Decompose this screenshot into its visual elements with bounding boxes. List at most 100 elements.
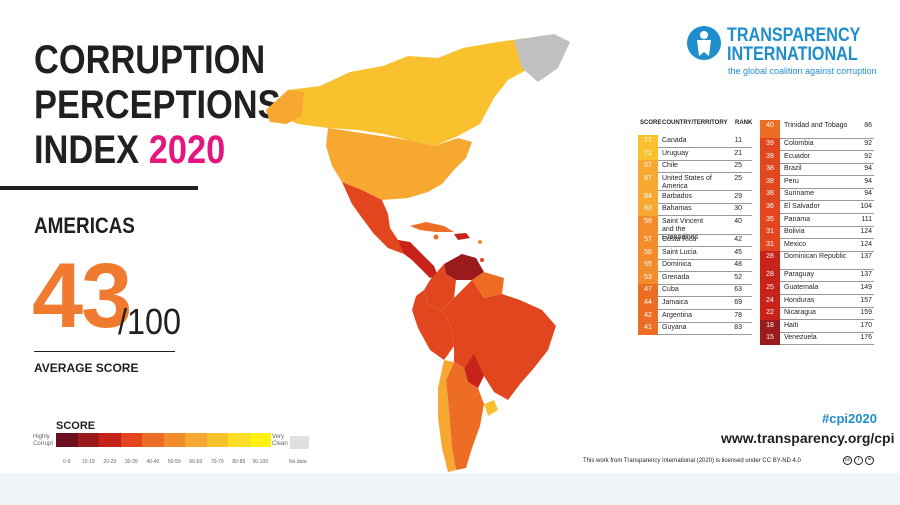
table-row: 64 Barbados 29 <box>638 190 752 204</box>
row-divider <box>658 190 752 191</box>
row-divider <box>780 200 874 201</box>
legend-ticks: 0-9 10-19 20-29 30-39 40-49 50-59 60-69 70-79 80… <box>56 459 271 465</box>
legend-swatch <box>228 433 250 447</box>
map-greenland <box>514 34 570 82</box>
legend-tick-label: 60-69 <box>189 459 203 465</box>
score-cell: 59 <box>638 216 658 234</box>
map-canada <box>266 38 543 146</box>
country-cell: Dominican Republic <box>784 253 847 261</box>
table-row: 63 Bahamas 30 <box>638 203 752 216</box>
score-cell: 42 <box>638 309 658 323</box>
score-cell: 22 <box>760 307 780 320</box>
row-divider <box>658 296 752 297</box>
country-cell: Saint Lucia <box>662 248 697 256</box>
table-row: 39 Ecuador 92 <box>760 150 874 164</box>
country-cell: Colombia <box>784 140 814 147</box>
table-row: 71 Uruguay 21 <box>638 147 752 161</box>
country-cell: Canada <box>662 137 687 144</box>
score-cell: 28 <box>760 251 780 270</box>
table-row: 18 Haiti 170 <box>760 319 874 333</box>
score-cell: 28 <box>760 269 780 282</box>
rank-cell: 94 <box>864 190 872 198</box>
legend-swatch <box>185 433 207 447</box>
country-cell: Nicaragua <box>784 309 816 317</box>
rank-cell: 94 <box>864 177 872 185</box>
title-year: 2020 <box>148 128 226 172</box>
score-cell: 36 <box>760 201 780 214</box>
rank-cell: 29 <box>734 192 742 200</box>
table-header-score: SCORE <box>640 120 662 126</box>
score-cell: 25 <box>760 282 780 295</box>
score-cell: 44 <box>638 297 658 310</box>
legend-tick-label: 40-49 <box>146 459 160 465</box>
score-cell: 38 <box>760 163 780 176</box>
title-index: INDEX <box>34 128 149 172</box>
row-divider <box>658 283 752 285</box>
score-cell: 39 <box>760 150 780 164</box>
legend-color-bar <box>56 433 271 447</box>
country-cell: Barbados <box>662 192 692 200</box>
map-venezuela <box>444 254 484 280</box>
legend-tick-label: 0-9 <box>63 459 71 465</box>
score-cell: 47 <box>638 284 658 297</box>
score-cell: 55 <box>638 259 658 272</box>
table-row: 57 Costa Rica 42 <box>638 234 752 247</box>
country-cell: Argentina <box>662 311 692 319</box>
country-cell: Trinidad and Tobago <box>784 122 848 129</box>
country-cell: Grenada <box>662 273 690 281</box>
row-divider <box>780 268 874 270</box>
rank-cell: 21 <box>734 149 742 157</box>
legend-swatch <box>56 433 78 447</box>
legend-no-data-swatch <box>290 436 309 449</box>
table-row: 38 Brazil 94 <box>760 163 874 176</box>
brand-line-2: INTERNATIONAL <box>727 44 858 65</box>
row-divider <box>780 238 874 239</box>
brand-tagline: the global coalition against corruption <box>728 66 877 76</box>
table-row: 55 Dominica 48 <box>638 259 752 272</box>
table-row: 35 Panama 111 <box>760 213 874 227</box>
row-divider <box>780 344 874 345</box>
map-lesser-antilles <box>478 240 482 244</box>
map-bolivia <box>450 324 474 368</box>
rank-cell: 83 <box>734 324 742 332</box>
country-cell: Venezuela <box>784 334 817 342</box>
table-row: 22 Nicaragua 159 <box>760 307 874 320</box>
score-cell: 77 <box>638 135 658 148</box>
score-cell: 53 <box>638 271 658 285</box>
country-cell: Uruguay <box>662 149 689 157</box>
score-cell: 71 <box>638 147 658 161</box>
rank-cell: 11 <box>734 137 742 144</box>
map-brazil <box>442 280 556 400</box>
score-cell: 38 <box>760 175 780 189</box>
rank-cell: 104 <box>860 203 872 210</box>
legend-tick-label: 80-89 <box>232 459 246 465</box>
rank-cell: 94 <box>864 165 872 173</box>
row-divider <box>780 137 874 138</box>
rank-cell: 45 <box>734 248 742 256</box>
cc-icon: cc <box>843 456 852 465</box>
legend-swatch <box>163 433 185 447</box>
brand-line-1: TRANSPARENCY <box>727 25 861 46</box>
country-cell: Ecuador <box>784 152 811 160</box>
score-cell: 64 <box>638 190 658 204</box>
rank-cell: 40 <box>734 218 742 225</box>
row-divider <box>658 159 752 161</box>
legend-tick-label: 20-29 <box>103 459 117 465</box>
rank-cell: 86 <box>864 122 872 129</box>
map-alaska <box>266 90 304 124</box>
average-score: 43 <box>32 245 132 347</box>
country-cell: Bolivia <box>784 228 805 236</box>
legend-tick-label: 50-59 <box>167 459 181 465</box>
table-row: 15 Venezuela 176 <box>760 332 874 345</box>
website-link[interactable]: www.transparency.org/cpi <box>721 430 895 446</box>
row-divider <box>780 225 874 227</box>
nd-icon: = <box>865 456 874 465</box>
map-central-america <box>398 240 438 278</box>
row-divider <box>658 271 752 272</box>
country-cell: Paraguay <box>784 271 814 279</box>
divider <box>34 351 175 352</box>
rank-cell: 124 <box>860 240 872 248</box>
country-cell: Jamaica <box>662 299 689 306</box>
legend-swatch <box>99 433 121 447</box>
row-divider <box>658 334 752 335</box>
